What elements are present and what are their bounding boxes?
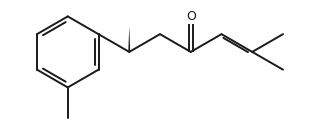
Text: O: O (186, 10, 196, 23)
Polygon shape (128, 26, 130, 52)
